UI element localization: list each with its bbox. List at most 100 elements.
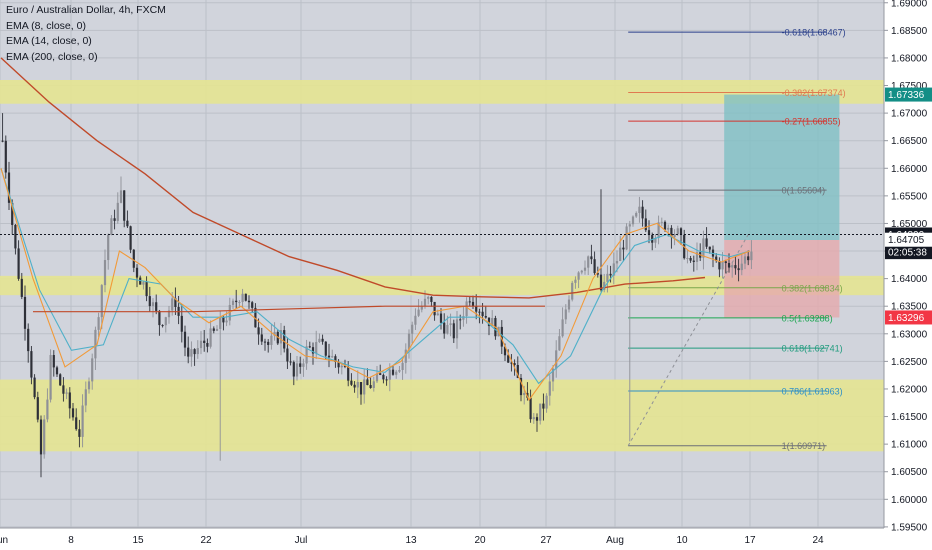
candle-body [43,419,46,455]
price-tick-label: 1.59500 [891,522,928,533]
candle-body [561,319,564,337]
zone-2 [0,379,884,452]
candle-body [449,323,452,325]
ema-200-line [0,57,706,299]
time-tick-label: 22 [200,535,212,546]
candle-body [475,306,478,312]
candle-body [545,395,548,409]
candle-body [27,328,30,352]
legend-ema-14[interactable]: EMA (14, close, 0) [6,35,92,47]
candle-body [583,267,587,271]
candle-body [647,230,651,236]
candle-body [55,367,59,375]
candle-body [513,363,516,365]
candle-body [311,347,315,354]
candle-body [702,238,705,258]
candle-body [401,362,404,370]
candle-body [535,417,539,421]
legend-ema-200[interactable]: EMA (200, close, 0) [6,50,98,63]
candle-body [132,249,135,268]
candle-body [142,282,145,285]
time-tick-label: 15 [132,535,144,546]
candle-body [113,218,116,221]
candle-body [155,302,158,311]
time-tick-label: 27 [540,535,552,546]
candle-body [631,216,635,225]
candle-body [110,218,113,235]
fib-level-label: 0.618(1.62741) [782,344,843,354]
price-tick-label: 1.67500 [891,81,928,92]
candle-body [657,222,660,239]
fib-level-label: -0.618(1.68467) [782,28,846,38]
candle-body [363,379,366,395]
candle-body [174,298,177,307]
candle-body [503,346,507,356]
candle-body [644,218,647,231]
candle-body [382,374,385,380]
candle-body [420,306,423,310]
position-target-zone [724,94,840,240]
candle-body [180,315,183,332]
ema-flat-line [33,305,545,313]
candle-body [187,347,190,357]
target-price-tag [885,87,932,102]
price-tick-label: 1.66000 [891,164,928,175]
time-tick-label: 13 [405,535,417,546]
price-tick-label: 1.63000 [891,329,928,340]
candle-body [615,261,619,264]
legend-title[interactable]: Euro / Australian Dollar, 4h, FXCM [6,4,166,16]
candle-body [78,429,81,437]
price-tick-label: 1.68500 [891,26,928,37]
candle-body [292,362,295,377]
candle-body [215,328,219,331]
time-tick-label: 17 [744,535,756,546]
candle-body [225,320,228,323]
candle-body [430,296,433,302]
candle-body [84,389,87,406]
candle-body [423,298,427,307]
candle-body [123,190,126,221]
candle-body [628,224,631,227]
candle-body [68,392,71,409]
candle-body [555,350,558,369]
candle-body [366,379,369,386]
candle-body [116,202,119,221]
stop-price-tag [885,310,932,325]
price-tick-label: 1.61500 [891,412,928,423]
candle-body [254,307,257,328]
candle-body [542,403,545,409]
candle-body [359,382,363,395]
candle-body [279,330,283,344]
candle-body [199,340,203,349]
candle-body [446,324,449,334]
candle-body [663,221,667,230]
candle-body [327,355,331,358]
candle-body [295,363,299,377]
candle-body [302,363,305,367]
candle-body [46,399,49,420]
candle-body [158,310,161,326]
candle-body [679,228,683,235]
candle-body [270,335,273,345]
candle-body [391,369,395,375]
candle-body [171,298,174,311]
candle-body [340,365,343,368]
legend-ema-8[interactable]: EMA (8, close, 0) [6,19,86,32]
candle-body [379,373,382,375]
candle-body [558,336,561,351]
candle-body [129,226,132,250]
candle-body [151,302,155,307]
candle-body [65,392,68,394]
candle-body [334,356,337,362]
candle-body [638,206,641,213]
candle-body [103,260,107,286]
candle-body [625,226,628,250]
candle-body [59,374,62,386]
candle-body [39,419,43,455]
candle-body [203,340,206,343]
candle-body [673,234,676,238]
candle-body [654,238,657,243]
candle-body [731,265,734,268]
